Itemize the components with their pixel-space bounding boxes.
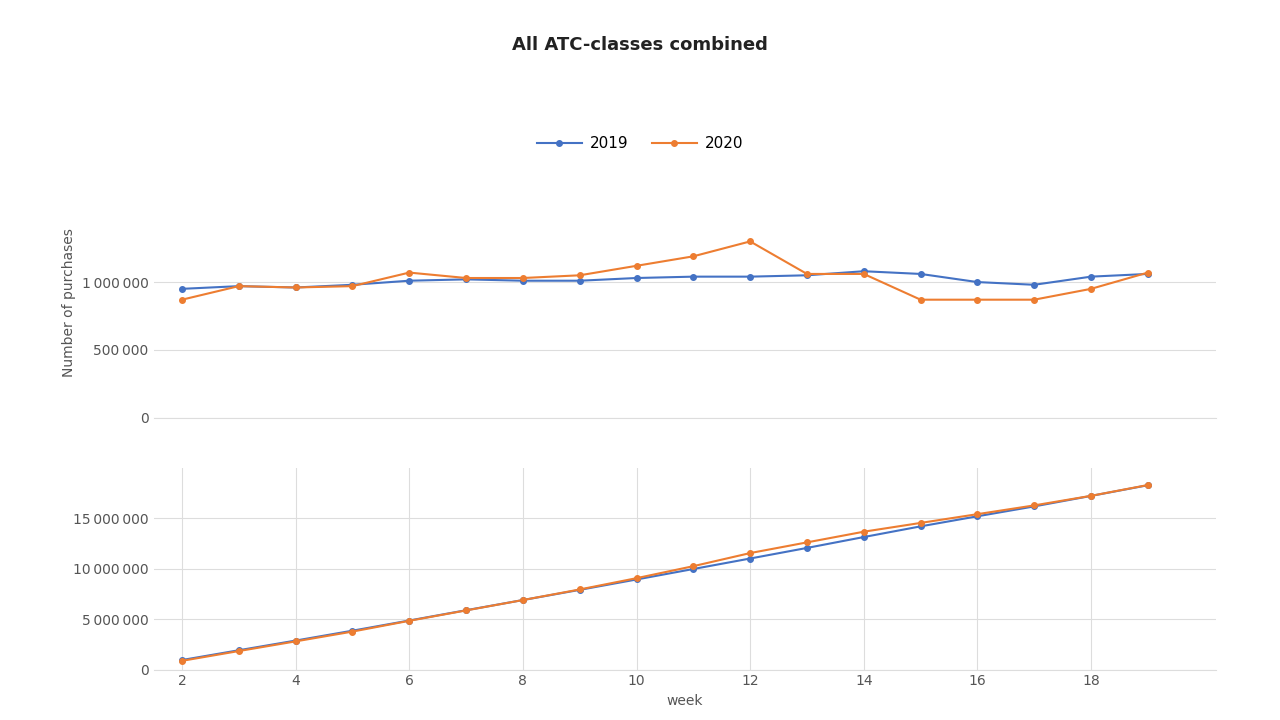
2020 (742, 237, 758, 246)
Line: 2020: 2020 (179, 238, 1151, 302)
2020 (344, 282, 360, 290)
2019 (1083, 492, 1098, 500)
2019 (856, 533, 872, 541)
Text: All ATC-classes combined: All ATC-classes combined (512, 36, 768, 54)
2020 (1083, 284, 1098, 293)
2020 (799, 269, 814, 278)
2020 (628, 574, 644, 582)
2019 (1027, 502, 1042, 510)
2019 (856, 267, 872, 276)
2020 (288, 637, 303, 646)
2019 (799, 544, 814, 552)
2019 (458, 606, 474, 615)
2019 (1027, 281, 1042, 289)
2020 (344, 627, 360, 636)
2019 (174, 284, 189, 293)
Line: 2019: 2019 (179, 269, 1151, 292)
2019 (686, 564, 701, 573)
2020 (799, 538, 814, 546)
2020 (232, 282, 247, 290)
2019 (458, 275, 474, 284)
2019 (232, 646, 247, 654)
2020 (174, 657, 189, 665)
2020 (1027, 295, 1042, 304)
2020 (516, 274, 531, 282)
2020 (970, 295, 986, 304)
2019 (344, 281, 360, 289)
2020 (458, 606, 474, 615)
2019 (288, 283, 303, 292)
2019 (686, 272, 701, 281)
2019 (628, 274, 644, 282)
2019 (970, 512, 986, 521)
2019 (572, 585, 588, 594)
2020 (686, 562, 701, 570)
2020 (458, 274, 474, 282)
2019 (402, 276, 417, 285)
Line: 2020: 2020 (179, 482, 1151, 664)
2020 (970, 510, 986, 518)
2019 (1083, 272, 1098, 281)
2020 (288, 283, 303, 292)
2019 (628, 575, 644, 584)
2019 (516, 276, 531, 285)
2020 (516, 595, 531, 604)
2019 (913, 522, 928, 531)
2019 (288, 636, 303, 645)
Line: 2019: 2019 (179, 482, 1151, 663)
2019 (516, 595, 531, 604)
2020 (1083, 492, 1098, 500)
2019 (970, 278, 986, 287)
2019 (232, 282, 247, 290)
2020 (1140, 269, 1156, 277)
2019 (1140, 269, 1156, 278)
2019 (1140, 481, 1156, 490)
2019 (742, 272, 758, 281)
2019 (742, 554, 758, 563)
2020 (174, 295, 189, 304)
2020 (1027, 501, 1042, 510)
X-axis label: week: week (667, 694, 703, 708)
2020 (402, 269, 417, 277)
2019 (913, 269, 928, 278)
Y-axis label: Number of purchases: Number of purchases (63, 228, 77, 377)
2020 (1140, 481, 1156, 490)
2020 (856, 527, 872, 536)
2020 (572, 271, 588, 279)
2020 (572, 585, 588, 594)
2020 (742, 549, 758, 557)
2020 (402, 616, 417, 625)
Legend: 2019, 2020: 2019, 2020 (530, 130, 750, 157)
2020 (686, 252, 701, 261)
2020 (628, 261, 644, 270)
2019 (344, 626, 360, 635)
2020 (856, 269, 872, 278)
2020 (232, 647, 247, 655)
2019 (572, 276, 588, 285)
2019 (402, 616, 417, 625)
2020 (913, 518, 928, 527)
2019 (799, 271, 814, 279)
2019 (174, 656, 189, 665)
2020 (913, 295, 928, 304)
